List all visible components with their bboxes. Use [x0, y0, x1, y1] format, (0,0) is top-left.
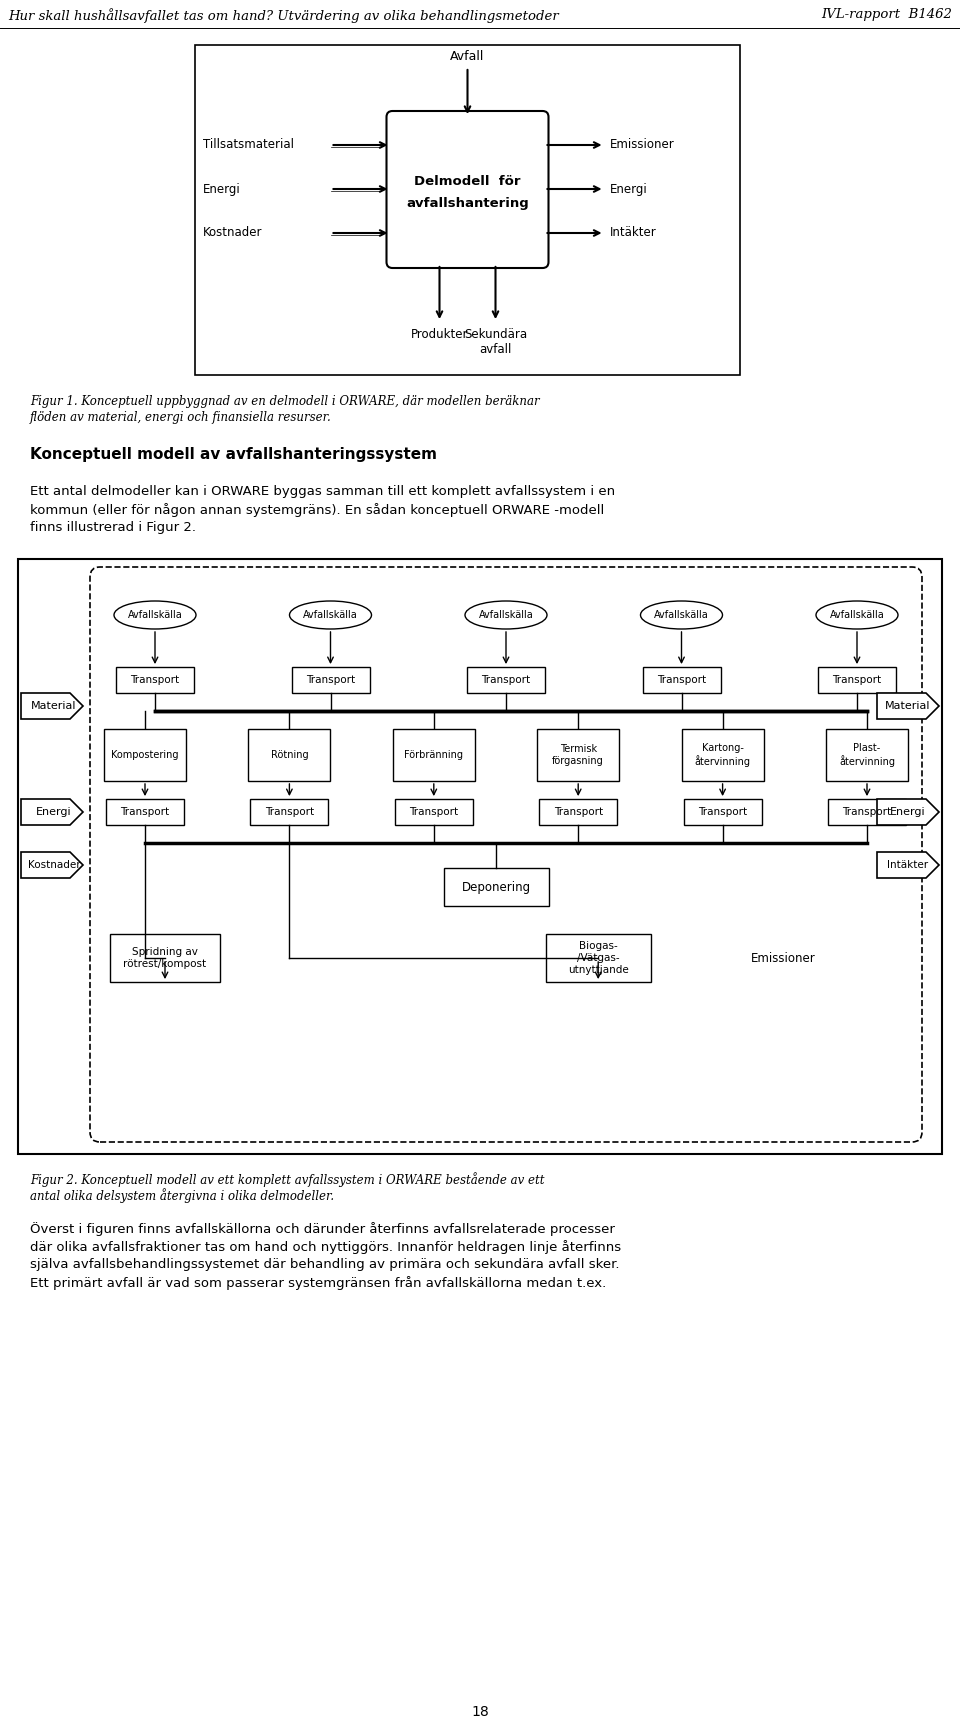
Text: Kostnader: Kostnader [28, 859, 81, 870]
Bar [104, 728, 186, 782]
Ellipse shape [816, 601, 898, 629]
Text: Avfallskälla: Avfallskälla [654, 610, 708, 620]
Text: Avfallskälla: Avfallskälla [128, 610, 182, 620]
Text: finns illustrerad i Figur 2.: finns illustrerad i Figur 2. [30, 522, 196, 534]
Bar [545, 933, 651, 982]
Text: Ett primärt avfall är vad som passerar systemgränsen från avfallskällorna medan : Ett primärt avfall är vad som passerar s… [30, 1276, 607, 1290]
Text: Biogas-
/Vätgas-
utnyttjande: Biogas- /Vätgas- utnyttjande [567, 940, 629, 975]
Text: Deponering: Deponering [462, 880, 531, 894]
Text: Hur skall hushållsavfallet tas om hand? Utvärdering av olika behandlingsmetoder: Hur skall hushållsavfallet tas om hand? … [8, 9, 559, 22]
Text: Ett antal delmodeller kan i ORWARE byggas samman till ett komplett avfallssystem: Ett antal delmodeller kan i ORWARE bygga… [30, 486, 615, 498]
Polygon shape [877, 799, 939, 825]
Text: Produkter: Produkter [411, 327, 468, 341]
Bar [826, 728, 908, 782]
Text: Transport: Transport [832, 675, 881, 685]
Text: Avfall: Avfall [450, 50, 485, 64]
Text: Energi: Energi [36, 808, 72, 816]
Text: Material: Material [32, 701, 77, 711]
Text: antal olika delsystem återgivna i olika delmodeller.: antal olika delsystem återgivna i olika … [30, 1188, 334, 1204]
Bar [251, 799, 328, 825]
Bar [538, 728, 619, 782]
Bar [642, 666, 721, 692]
Text: Rötning: Rötning [271, 751, 308, 759]
Text: avfallshantering: avfallshantering [406, 196, 529, 210]
Bar [395, 799, 472, 825]
Text: Material: Material [885, 701, 931, 711]
Polygon shape [877, 692, 939, 720]
Bar [467, 666, 545, 692]
Text: Avfallskälla: Avfallskälla [829, 610, 884, 620]
Text: Transport: Transport [306, 675, 355, 685]
Text: Spridning av
rötrest/kompost: Spridning av rötrest/kompost [124, 947, 206, 969]
Text: Transport: Transport [843, 808, 892, 816]
Text: Tillsatsmaterial: Tillsatsmaterial [203, 138, 294, 152]
Polygon shape [877, 852, 939, 878]
Text: Förbränning: Förbränning [404, 751, 464, 759]
Text: Transport: Transport [481, 675, 531, 685]
Text: Termisk
förgasning: Termisk förgasning [552, 744, 604, 766]
Bar [818, 666, 896, 692]
Polygon shape [21, 852, 83, 878]
Ellipse shape [114, 601, 196, 629]
Bar [249, 728, 330, 782]
Bar [444, 868, 548, 906]
Text: Transport: Transport [698, 808, 747, 816]
Bar [116, 666, 194, 692]
Text: Kostnader: Kostnader [203, 227, 262, 239]
Text: Överst i figuren finns avfallskällorna och därunder återfinns avfallsrelaterade : Överst i figuren finns avfallskällorna o… [30, 1223, 614, 1236]
Bar [682, 728, 763, 782]
Polygon shape [21, 799, 83, 825]
Text: Transport: Transport [265, 808, 314, 816]
Text: Sekundära
avfall: Sekundära avfall [464, 327, 527, 356]
Text: kommun (eller för någon annan systemgräns). En sådan konceptuell ORWARE -modell: kommun (eller för någon annan systemgrän… [30, 503, 604, 517]
Text: Transport: Transport [554, 808, 603, 816]
Text: Avfallskälla: Avfallskälla [479, 610, 534, 620]
Text: Transport: Transport [657, 675, 706, 685]
Text: Energi: Energi [890, 808, 925, 816]
Text: Kompostering: Kompostering [111, 751, 179, 759]
Bar [393, 728, 475, 782]
Bar [106, 799, 184, 825]
Text: Transport: Transport [409, 808, 458, 816]
Text: Transport: Transport [131, 675, 180, 685]
Text: IVL-rapport  B1462: IVL-rapport B1462 [821, 9, 952, 21]
Text: 18: 18 [471, 1705, 489, 1719]
Text: flöden av material, energi och finansiella resurser.: flöden av material, energi och finansiel… [30, 412, 332, 424]
Bar [292, 666, 370, 692]
Text: Figur 1. Konceptuell uppbyggnad av en delmodell i ORWARE, där modellen beräknar: Figur 1. Konceptuell uppbyggnad av en de… [30, 394, 540, 408]
Text: Transport: Transport [120, 808, 170, 816]
Text: där olika avfallsfraktioner tas om hand och nyttiggörs. Innanför heldragen linje: där olika avfallsfraktioner tas om hand … [30, 1240, 621, 1254]
Bar [684, 799, 761, 825]
Text: Emissioner: Emissioner [751, 952, 815, 964]
Text: Energi: Energi [610, 183, 647, 196]
Text: själva avfallsbehandlingssystemet där behandling av primära och sekundära avfall: själva avfallsbehandlingssystemet där be… [30, 1259, 619, 1271]
Ellipse shape [290, 601, 372, 629]
Bar [18, 560, 942, 1154]
Bar [110, 933, 220, 982]
Text: Delmodell  för: Delmodell för [415, 176, 520, 188]
Text: Avfallskälla: Avfallskälla [303, 610, 358, 620]
Text: Intäkter: Intäkter [887, 859, 928, 870]
Text: Emissioner: Emissioner [610, 138, 674, 152]
Ellipse shape [465, 601, 547, 629]
Bar [195, 45, 740, 375]
FancyBboxPatch shape [387, 110, 548, 269]
Bar [828, 799, 906, 825]
Text: Figur 2. Konceptuell modell av ett komplett avfallssystem i ORWARE bestående av : Figur 2. Konceptuell modell av ett kompl… [30, 1173, 544, 1186]
Bar [540, 799, 617, 825]
Polygon shape [21, 692, 83, 720]
Text: Konceptuell modell av avfallshanteringssystem: Konceptuell modell av avfallshanteringss… [30, 448, 437, 461]
Text: Energi: Energi [203, 183, 241, 196]
Text: Plast-
återvinning: Plast- återvinning [839, 742, 895, 768]
Ellipse shape [640, 601, 723, 629]
Text: Intäkter: Intäkter [610, 227, 657, 239]
Text: Kartong-
återvinning: Kartong- återvinning [695, 742, 751, 768]
